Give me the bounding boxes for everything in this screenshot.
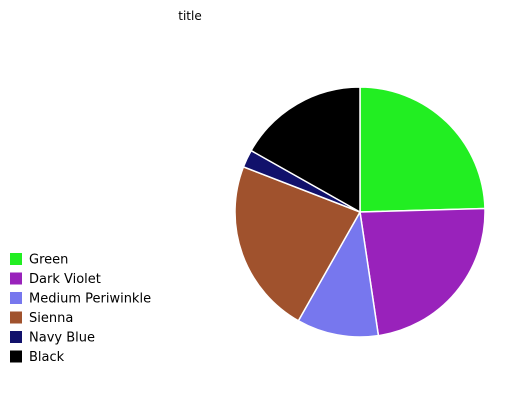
legend-swatch-dark-violet: [10, 272, 22, 285]
pie-slice-medium-periwinkle: [297, 209, 380, 338]
chart-title: title: [178, 9, 201, 23]
legend-label-medium-periwinkle: Medium Periwinkle: [29, 292, 151, 307]
pie-slice-sienna: [234, 165, 362, 322]
legend-label-black: Black: [29, 350, 65, 365]
pie-slices: [234, 86, 486, 338]
legend-swatch-black: [10, 350, 22, 363]
legend: Green Dark Violet Medium Periwinkle Sienna N…: [10, 253, 151, 365]
legend-swatch-green: [10, 253, 22, 265]
legend-label-sienna: Sienna: [29, 311, 73, 326]
pie-slice-black: [250, 86, 361, 214]
pie-slice-dark-violet: [359, 207, 486, 337]
legend-swatch-medium-periwinkle: [10, 292, 22, 304]
legend-label-navy-blue: Navy Blue: [29, 331, 95, 346]
pie-slice-green: [359, 86, 486, 213]
legend-label-dark-violet: Dark Violet: [29, 272, 101, 287]
legend-swatch-navy-blue: [10, 331, 22, 343]
legend-swatch-sienna: [10, 311, 22, 324]
legend-label-green: Green: [29, 253, 68, 268]
